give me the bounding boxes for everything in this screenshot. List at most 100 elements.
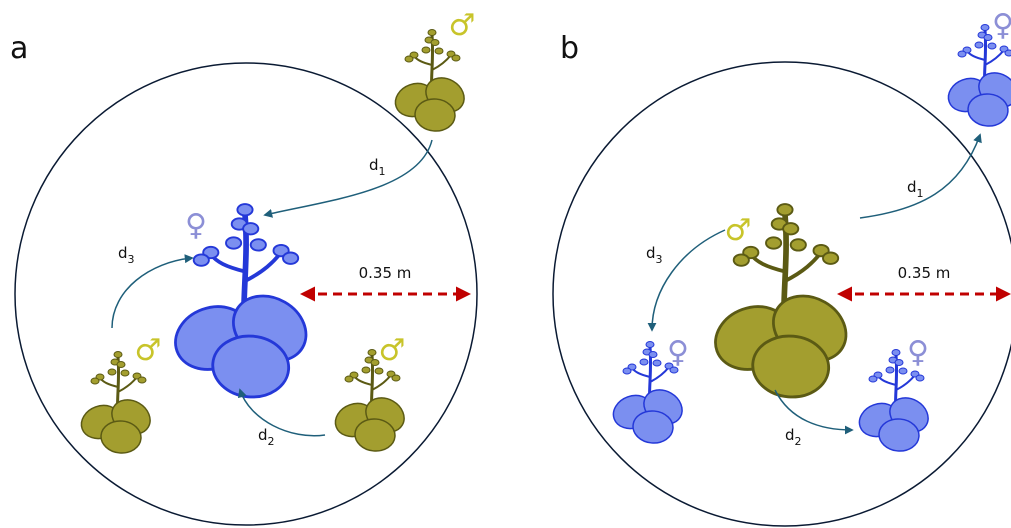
leaf	[354, 418, 396, 452]
flower	[282, 251, 300, 265]
flower	[242, 222, 260, 236]
stem	[784, 251, 823, 283]
flower	[120, 369, 130, 377]
dispersal-arrow	[111, 254, 194, 329]
leaf	[100, 420, 142, 454]
flower	[430, 39, 440, 46]
flower	[107, 368, 117, 376]
flower	[957, 50, 967, 58]
plant	[612, 341, 683, 444]
distance-subscript: 2	[268, 435, 275, 448]
distance-label: d1	[907, 178, 924, 200]
flower	[361, 366, 371, 374]
flower	[404, 55, 414, 63]
flower	[885, 366, 895, 374]
flower	[782, 222, 800, 236]
stem	[371, 374, 392, 391]
flower	[639, 358, 649, 366]
dispersal-arrow	[774, 389, 854, 435]
flower	[983, 34, 993, 41]
flower	[370, 359, 380, 366]
plant	[858, 349, 929, 452]
distance-label: d3	[118, 244, 135, 266]
flower	[776, 203, 794, 217]
stem	[984, 49, 1005, 66]
sex-symbol: ♀	[667, 335, 689, 370]
flower	[974, 41, 984, 49]
boundary-circle	[14, 62, 478, 526]
stem	[431, 54, 452, 71]
panel-label: a	[10, 31, 28, 66]
distance-letter: d	[369, 156, 379, 174]
sex-symbol: ♂	[725, 213, 752, 248]
leaf	[967, 93, 1009, 127]
flower	[987, 42, 997, 50]
flower	[434, 47, 444, 55]
flower	[732, 253, 750, 267]
leaf	[414, 98, 456, 132]
radius-label: 0.35 m	[898, 264, 951, 282]
dispersal-arrow	[263, 139, 433, 218]
flower	[868, 375, 878, 383]
distance-label: d2	[785, 426, 802, 448]
plant	[947, 24, 1011, 127]
distance-subscript: 1	[379, 165, 386, 178]
flower	[789, 238, 807, 252]
leaf	[211, 334, 291, 399]
flower	[894, 359, 904, 366]
leaf	[878, 418, 920, 452]
distance-letter: d	[907, 178, 917, 196]
flower	[236, 203, 254, 217]
plant	[80, 351, 151, 454]
distance-label: d3	[646, 244, 663, 266]
distance-letter: d	[258, 426, 268, 444]
dispersal-arrow	[238, 388, 326, 437]
boundary-circle	[552, 61, 1011, 527]
distance-subscript: 3	[128, 253, 135, 266]
plant	[714, 203, 848, 399]
flower	[822, 251, 840, 265]
plant	[334, 349, 405, 452]
sex-symbol: ♂	[135, 333, 162, 368]
flower	[391, 374, 401, 382]
distance-letter: d	[646, 244, 656, 262]
flower	[421, 46, 431, 54]
leaf	[751, 334, 831, 399]
plant	[174, 203, 308, 399]
sex-symbol: ♀	[992, 8, 1011, 43]
stem	[117, 376, 138, 393]
flower	[192, 253, 210, 267]
flower	[1004, 49, 1011, 57]
flower	[427, 29, 437, 36]
flower	[915, 374, 925, 382]
radius-label: 0.35 m	[359, 264, 412, 282]
flower	[622, 367, 632, 375]
flower	[137, 376, 147, 384]
distance-subscript: 1	[917, 187, 924, 200]
distance-letter: d	[118, 244, 128, 262]
flower	[113, 351, 123, 358]
flower	[645, 341, 655, 348]
flower	[898, 367, 908, 375]
flower	[652, 359, 662, 367]
sex-symbol: ♂	[379, 333, 406, 368]
distance-label: d1	[369, 156, 386, 178]
flower	[669, 366, 679, 374]
sex-symbol: ♂	[449, 8, 476, 43]
plant	[394, 29, 465, 132]
flower	[116, 361, 126, 368]
flower	[225, 236, 243, 250]
panel-label: b	[560, 31, 579, 66]
stem	[895, 374, 916, 391]
distance-subscript: 2	[795, 435, 802, 448]
flower	[367, 349, 377, 356]
stem	[244, 251, 283, 283]
flower	[980, 24, 990, 31]
distance-subscript: 3	[656, 253, 663, 266]
flower	[344, 375, 354, 383]
flower	[891, 349, 901, 356]
flower	[765, 236, 783, 250]
leaf	[632, 410, 674, 444]
distance-letter: d	[785, 426, 795, 444]
